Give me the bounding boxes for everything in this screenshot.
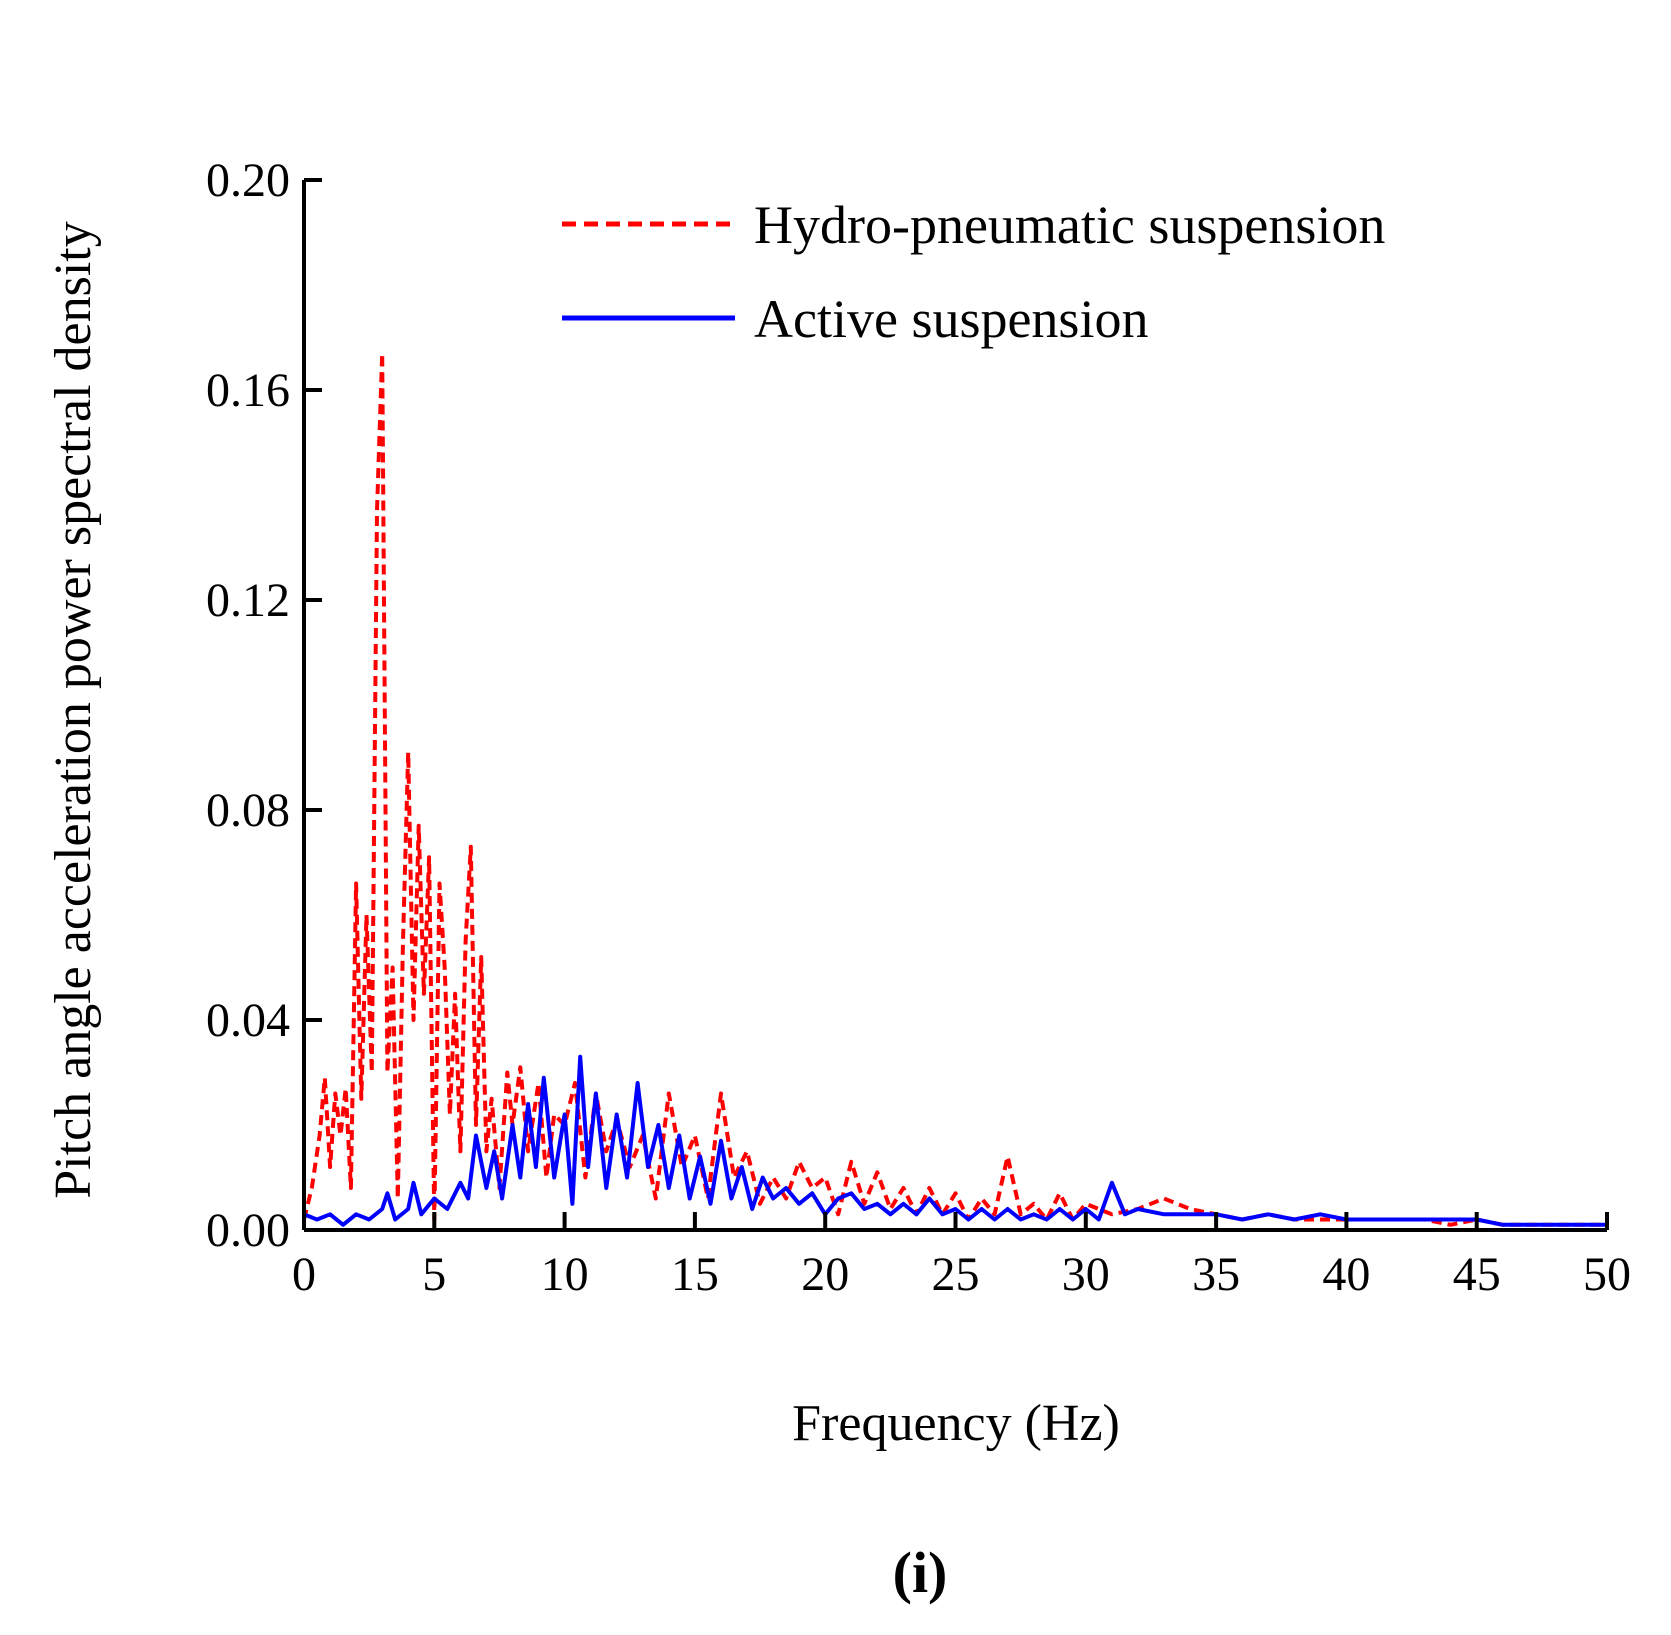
x-tick-label: 45 xyxy=(1453,1248,1501,1301)
x-tick-label: 5 xyxy=(422,1248,446,1301)
y-tick-label: 0.08 xyxy=(206,784,290,837)
y-tick-label: 0.00 xyxy=(206,1204,290,1257)
panel-label: (i) xyxy=(893,1540,948,1605)
x-axis-title: Frequency (Hz) xyxy=(792,1395,1120,1452)
x-tick-label: 35 xyxy=(1192,1248,1240,1301)
series-line-active xyxy=(303,1054,1607,1227)
y-tick-label: 0.04 xyxy=(206,994,290,1047)
series-line-hydro-pneumatic xyxy=(302,351,1607,1227)
x-tick-label: 50 xyxy=(1583,1248,1631,1301)
axes-layer: 0.00 0.04 0.08 0.12 0.16 0.20 0 5 10 15 20 25 30 35 40… xyxy=(206,154,1631,1301)
x-tick-label: 15 xyxy=(671,1248,719,1301)
x-tick-label: 0 xyxy=(292,1248,316,1301)
y-axis-title: Pitch angle acceleration power spectral … xyxy=(45,221,102,1199)
y-tick-label: 0.16 xyxy=(206,364,290,417)
x-tick-label: 40 xyxy=(1322,1248,1370,1301)
legend-label-hydro-pneumatic: Hydro-pneumatic suspension xyxy=(754,195,1385,255)
x-tick-label: 20 xyxy=(801,1248,849,1301)
series-layer xyxy=(302,351,1607,1227)
y-tick-label: 0.20 xyxy=(206,154,290,207)
x-tick-label: 30 xyxy=(1062,1248,1110,1301)
x-tick-label: 25 xyxy=(932,1248,980,1301)
legend: Hydro-pneumatic suspension Active suspen… xyxy=(562,195,1385,349)
legend-label-active: Active suspension xyxy=(754,289,1148,349)
y-tick-label: 0.12 xyxy=(206,574,290,627)
x-tick-label: 10 xyxy=(541,1248,589,1301)
